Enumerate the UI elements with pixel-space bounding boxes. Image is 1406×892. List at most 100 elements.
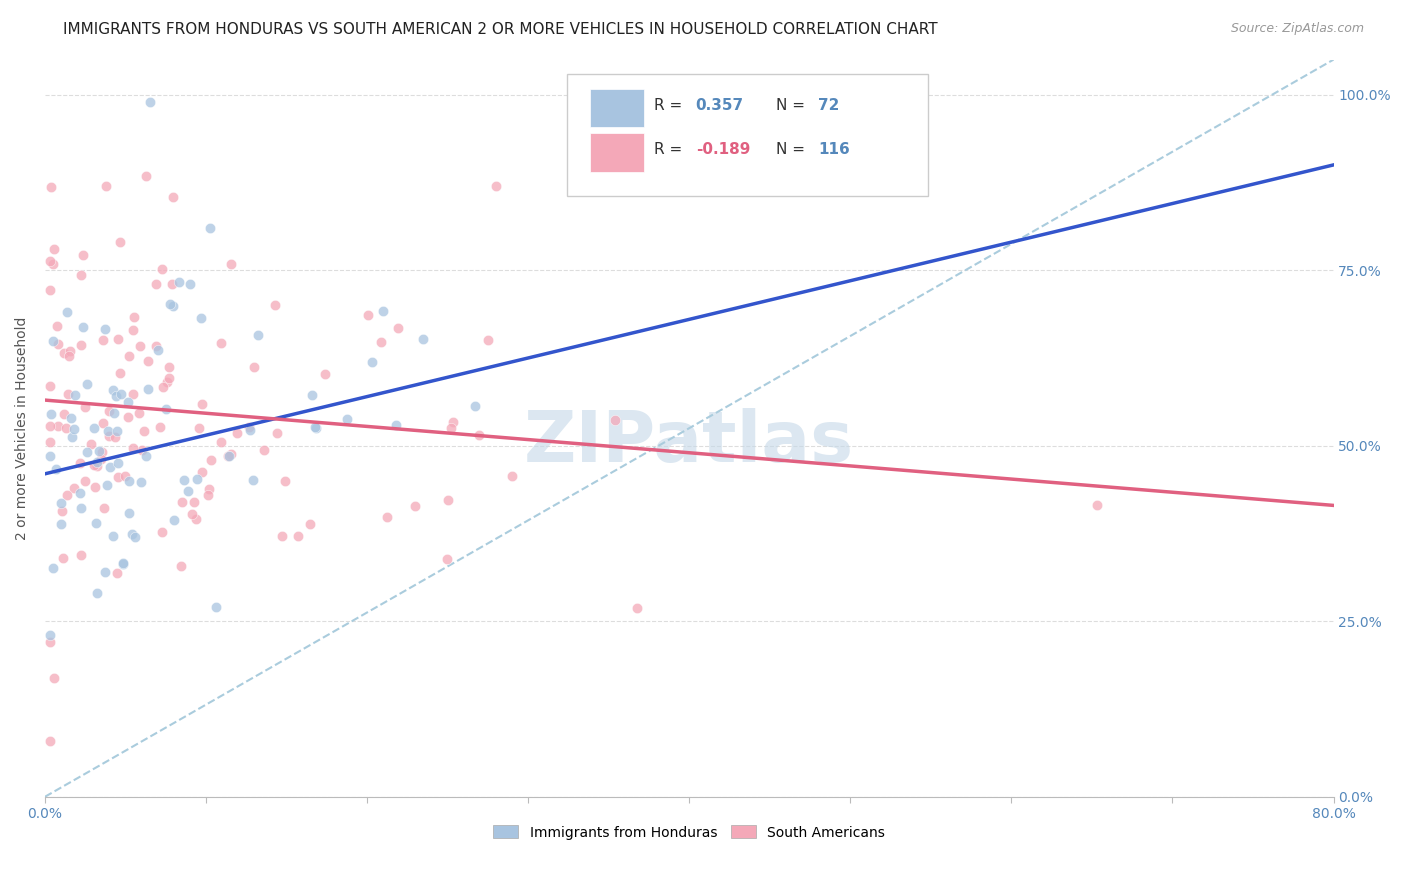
Point <box>477 333 499 347</box>
Point <box>108 366 131 380</box>
Point <box>132 424 155 438</box>
Point <box>46 418 69 433</box>
Point <box>135 169 157 184</box>
Point <box>104 430 127 444</box>
Point <box>197 488 219 502</box>
Point <box>198 482 221 496</box>
Point <box>112 556 135 570</box>
Point <box>183 495 205 509</box>
Point <box>501 469 523 483</box>
Point <box>179 277 201 291</box>
Point <box>485 178 508 193</box>
Point <box>58 344 80 359</box>
FancyBboxPatch shape <box>591 133 644 171</box>
Point <box>84 480 107 494</box>
Point <box>70 268 93 283</box>
Text: R =: R = <box>654 98 688 113</box>
Text: IMMIGRANTS FROM HONDURAS VS SOUTH AMERICAN 2 OR MORE VEHICLES IN HOUSEHOLD CORRE: IMMIGRANTS FROM HONDURAS VS SOUTH AMERIC… <box>63 22 938 37</box>
Text: -0.189: -0.189 <box>696 142 749 157</box>
Point <box>211 336 233 351</box>
Text: Source: ZipAtlas.com: Source: ZipAtlas.com <box>1230 22 1364 36</box>
Point <box>101 384 124 398</box>
Point <box>387 321 409 335</box>
Point <box>243 359 266 374</box>
Text: 72: 72 <box>818 98 839 113</box>
Point <box>108 235 131 250</box>
Point <box>46 319 69 334</box>
Point <box>51 504 73 518</box>
Point <box>135 450 157 464</box>
Point <box>69 485 91 500</box>
Point <box>412 332 434 346</box>
Point <box>184 512 207 526</box>
Point <box>63 388 86 402</box>
Point <box>103 406 125 420</box>
Point <box>70 338 93 352</box>
Point <box>198 221 221 235</box>
Text: N =: N = <box>776 98 810 113</box>
Point <box>107 332 129 346</box>
Point <box>93 500 115 515</box>
Point <box>218 449 240 463</box>
Point <box>90 452 112 467</box>
Point <box>305 421 328 435</box>
Point <box>287 529 309 543</box>
Point <box>129 339 152 353</box>
Point <box>46 337 69 351</box>
Point <box>38 254 60 268</box>
Point <box>41 257 63 271</box>
Point <box>162 277 184 291</box>
Point <box>159 297 181 311</box>
Point <box>209 435 232 450</box>
Point <box>239 423 262 437</box>
Point <box>41 179 63 194</box>
Point <box>56 488 79 502</box>
Point <box>112 557 135 571</box>
Point <box>75 400 97 414</box>
Point <box>169 558 191 573</box>
Text: ZIPatlas: ZIPatlas <box>524 409 855 477</box>
Point <box>94 322 117 336</box>
Point <box>626 601 648 615</box>
Point <box>169 275 191 289</box>
Point <box>190 310 212 325</box>
Point <box>217 449 239 463</box>
Point <box>76 377 98 392</box>
Point <box>96 478 118 492</box>
Point <box>76 445 98 459</box>
Point <box>128 406 150 420</box>
Point <box>370 335 392 350</box>
Point <box>138 382 160 396</box>
Point <box>105 389 128 403</box>
Point <box>101 529 124 543</box>
Point <box>264 298 287 312</box>
Point <box>225 426 247 441</box>
Point <box>86 459 108 474</box>
Point <box>98 429 121 443</box>
Point <box>38 734 60 748</box>
Point <box>191 397 214 411</box>
Point <box>39 434 62 449</box>
Point <box>436 552 458 566</box>
FancyBboxPatch shape <box>591 89 644 128</box>
Point <box>56 304 79 318</box>
Point <box>117 410 139 425</box>
Point <box>150 524 173 539</box>
Point <box>163 513 186 527</box>
Point <box>63 422 86 436</box>
Point <box>136 354 159 368</box>
Point <box>105 424 128 438</box>
Point <box>44 671 66 685</box>
Point <box>105 566 128 580</box>
Point <box>83 421 105 435</box>
Point <box>138 95 160 109</box>
Point <box>246 327 269 342</box>
Point <box>440 421 463 435</box>
Point <box>187 420 209 434</box>
Point <box>464 399 486 413</box>
Point <box>38 418 60 433</box>
Point <box>73 474 96 488</box>
Point <box>404 499 426 513</box>
Point <box>91 444 114 458</box>
Point <box>274 474 297 488</box>
